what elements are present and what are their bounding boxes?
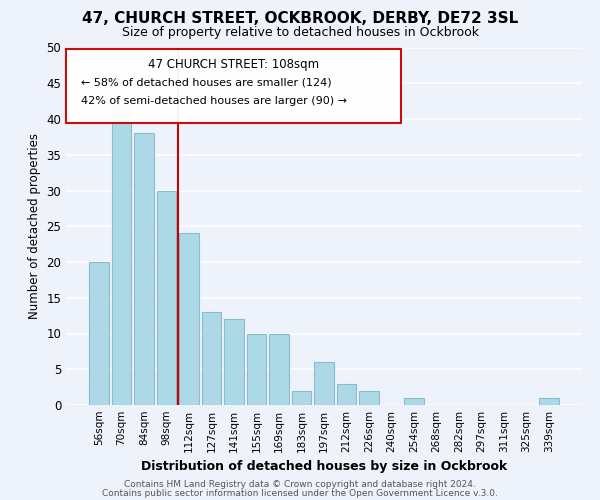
Y-axis label: Number of detached properties: Number of detached properties [28, 133, 41, 320]
Text: Contains HM Land Registry data © Crown copyright and database right 2024.: Contains HM Land Registry data © Crown c… [124, 480, 476, 489]
Bar [224, 319, 244, 405]
Bar [359, 390, 379, 405]
Bar [314, 362, 334, 405]
Bar [404, 398, 424, 405]
Bar [247, 334, 266, 405]
Text: Size of property relative to detached houses in Ockbrook: Size of property relative to detached ho… [121, 26, 479, 39]
Text: 47, CHURCH STREET, OCKBROOK, DERBY, DE72 3SL: 47, CHURCH STREET, OCKBROOK, DERBY, DE72… [82, 11, 518, 26]
Bar [134, 134, 154, 405]
Text: ← 58% of detached houses are smaller (124): ← 58% of detached houses are smaller (12… [82, 78, 332, 88]
Bar [292, 390, 311, 405]
Bar [539, 398, 559, 405]
Bar [269, 334, 289, 405]
Text: 42% of semi-detached houses are larger (90) →: 42% of semi-detached houses are larger (… [82, 96, 347, 106]
Bar [337, 384, 356, 405]
Bar [179, 234, 199, 405]
Bar [202, 312, 221, 405]
Bar [157, 190, 176, 405]
FancyBboxPatch shape [66, 50, 401, 122]
Bar [89, 262, 109, 405]
Text: 47 CHURCH STREET: 108sqm: 47 CHURCH STREET: 108sqm [148, 58, 319, 71]
Text: Contains public sector information licensed under the Open Government Licence v.: Contains public sector information licen… [102, 488, 498, 498]
Bar [112, 104, 131, 405]
X-axis label: Distribution of detached houses by size in Ockbrook: Distribution of detached houses by size … [141, 460, 507, 473]
